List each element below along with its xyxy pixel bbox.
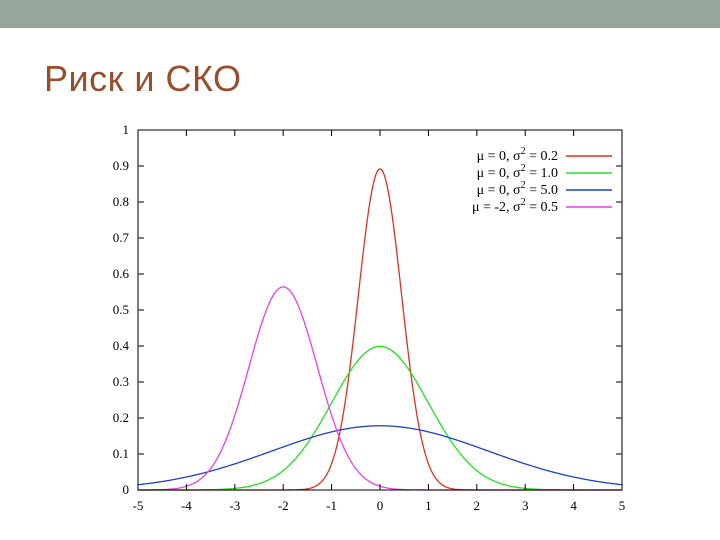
top-decorative-bar (0, 0, 720, 28)
y-tick-label: 0.8 (113, 194, 129, 209)
legend-label-1: μ = 0, σ2 = 0.2 (477, 146, 558, 164)
x-tick-label: -5 (133, 498, 144, 513)
series-layer (137, 168, 623, 491)
series-line-4 (138, 286, 622, 491)
ticks-layer: -5 -4 -3 -2 -1 0 1 2 3 4 5 0 0.1 0.2 0.3 0.4 0.5 0.6 0.7 0.… (113, 122, 626, 513)
series-line-3 (137, 425, 623, 486)
legend-label-2: μ = 0, σ2 = 1.0 (477, 163, 558, 181)
y-tick-label: 0.6 (113, 266, 130, 281)
x-tick-label: -3 (229, 498, 240, 513)
legend-label-4: μ = -2, σ2 = 0.5 (472, 197, 558, 215)
y-tick-label: 0.7 (113, 230, 130, 245)
y-tick-label: 0.5 (113, 302, 129, 317)
x-tick-label: -2 (278, 498, 289, 513)
y-tick-label: 0.9 (113, 158, 129, 173)
normal-distribution-chart: -5 -4 -3 -2 -1 0 1 2 3 4 5 0 0.1 0.2 0.3 0.4 0.5 0.6 0.7 0.… (113, 122, 626, 513)
y-tick-label: 0.2 (113, 410, 129, 425)
x-tick-label: -1 (326, 498, 337, 513)
x-tick-label: 2 (474, 498, 481, 513)
y-tick-label: 0.3 (113, 374, 129, 389)
x-tick-label: -4 (181, 498, 192, 513)
y-tick-label: 0 (123, 482, 130, 497)
x-tick-label: 1 (425, 498, 432, 513)
x-tick-label: 0 (377, 498, 384, 513)
x-tick-label: 4 (570, 498, 577, 513)
slide-title: Риск и СКО (44, 58, 242, 99)
legend: μ = 0, σ2 = 0.2μ = 0, σ2 = 1.0μ = 0, σ2 … (472, 146, 612, 215)
series-line-1 (138, 168, 622, 491)
y-tick-label: 0.1 (113, 446, 129, 461)
legend-label-3: μ = 0, σ2 = 5.0 (477, 180, 558, 198)
y-tick-label: 0.4 (113, 338, 130, 353)
x-tick-label: 3 (522, 498, 529, 513)
x-tick-label: 5 (619, 498, 626, 513)
y-tick-label: 1 (123, 122, 130, 137)
